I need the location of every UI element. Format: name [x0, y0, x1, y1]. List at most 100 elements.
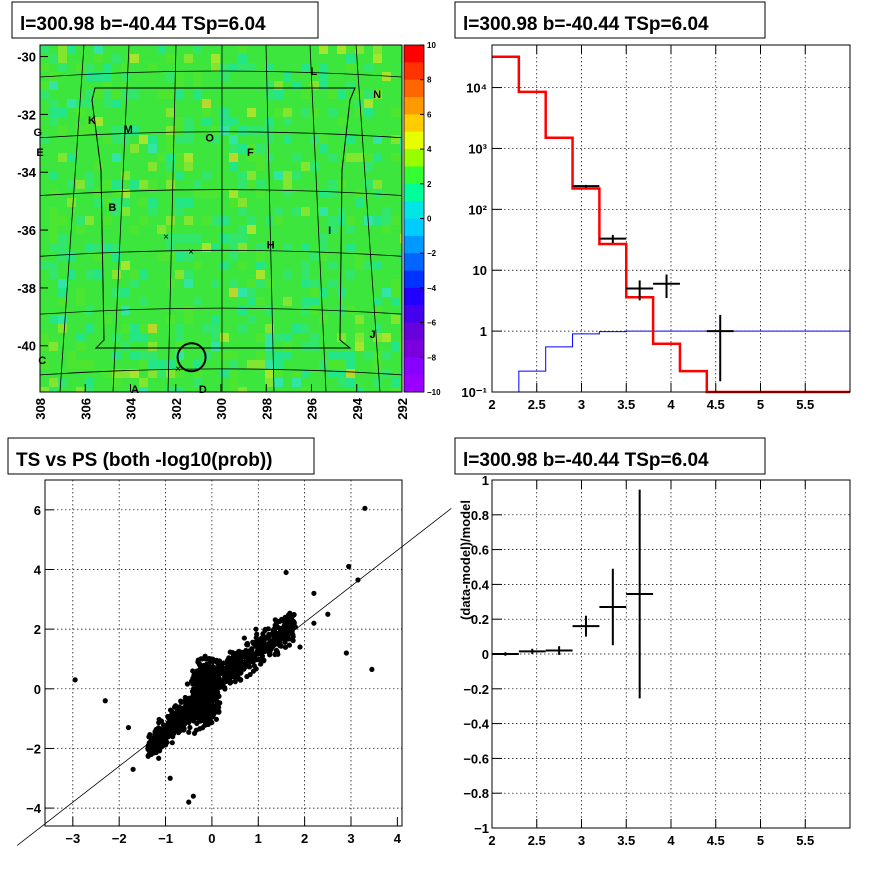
fit-line — [16, 508, 452, 846]
heatmap-cell — [166, 153, 175, 162]
heatmap-cell — [76, 99, 85, 108]
heatmap-cell — [400, 333, 402, 342]
scatter-point — [201, 672, 207, 678]
colorbar-band — [404, 45, 424, 63]
heatmap-cell — [211, 315, 220, 324]
x-tick-label: 4 — [667, 397, 675, 412]
x-tick-label: −3 — [65, 831, 80, 846]
heatmap-cell — [157, 252, 166, 261]
heatmap-cell — [94, 54, 103, 63]
heatmap-cell — [121, 288, 130, 297]
heatmap-cell — [175, 162, 184, 171]
heatmap-cell — [103, 135, 112, 144]
heatmap-cell — [319, 315, 328, 324]
heatmap-cell — [85, 216, 94, 225]
y-tick-label: −0.6 — [463, 751, 489, 766]
heatmap-cell — [193, 360, 202, 369]
heatmap-cell — [382, 225, 391, 234]
heatmap-cell — [175, 342, 184, 351]
scatter-point — [184, 681, 191, 687]
scatter-point — [156, 755, 162, 761]
heatmap-cell — [355, 108, 364, 117]
colorbar-band — [404, 235, 424, 254]
scatter-point — [262, 626, 268, 632]
y-tick-label: 10³ — [468, 141, 487, 156]
heatmap-cell — [193, 189, 202, 198]
scatter-point — [244, 642, 250, 648]
heatmap-cell — [265, 117, 274, 126]
heatmap-cell — [40, 387, 49, 392]
heatmap-cell — [400, 306, 402, 315]
x-tick-label: 5.5 — [796, 833, 814, 848]
heatmap-cell — [49, 216, 58, 225]
heatmap-cell — [76, 387, 85, 392]
heatmap-cell — [112, 288, 121, 297]
heatmap-cell — [319, 360, 328, 369]
heatmap-cell — [355, 315, 364, 324]
heatmap-cell — [103, 72, 112, 81]
heatmap-cell — [130, 324, 139, 333]
scatter-point — [362, 505, 368, 511]
heatmap-cell — [283, 135, 292, 144]
heatmap-cell — [121, 135, 130, 144]
heatmap-cell — [40, 360, 49, 369]
heatmap-cell — [328, 189, 337, 198]
graticule-parallel — [39, 307, 403, 315]
heatmap-cell — [283, 351, 292, 360]
heatmap-cell — [355, 198, 364, 207]
heatmap-cell — [148, 207, 157, 216]
heatmap-cell — [301, 90, 310, 99]
heatmap-cell — [202, 243, 211, 252]
y-tick-label: 2 — [34, 622, 41, 637]
heatmap-cell — [400, 63, 402, 72]
graticule-parallel — [39, 189, 403, 196]
heatmap-cell — [49, 378, 58, 387]
heatmap-cell — [139, 351, 148, 360]
heatmap-cell — [391, 153, 400, 162]
heatmap-cell — [220, 72, 229, 81]
heatmap-cell — [265, 351, 274, 360]
heatmap-cell — [247, 108, 256, 117]
heatmap-cell — [247, 171, 256, 180]
scatter-point — [287, 621, 294, 627]
heatmap-cell — [238, 306, 247, 315]
heatmap-cell — [103, 180, 112, 189]
y-tick-label: 0.4 — [471, 577, 490, 592]
map-label: M — [124, 124, 133, 136]
map-label: J — [370, 329, 376, 341]
heatmap-cell — [337, 117, 346, 126]
heatmap-cell — [265, 63, 274, 72]
x-tick-label: 2 — [488, 833, 495, 848]
scatter-point — [185, 716, 192, 722]
scatter-point — [173, 703, 179, 709]
heatmap-cell — [85, 90, 94, 99]
heatmap-cell — [184, 216, 193, 225]
heatmap-cell — [310, 252, 319, 261]
heatmap-cell — [202, 117, 211, 126]
heatmap-cell — [274, 360, 283, 369]
heatmap-cell — [382, 351, 391, 360]
panel2-title-box — [454, 1, 766, 39]
heatmap-cell — [238, 288, 247, 297]
heatmap-cell — [337, 351, 346, 360]
heatmap-cell — [256, 333, 265, 342]
heatmap-cell — [85, 360, 94, 369]
heatmap-cell — [94, 90, 103, 99]
heatmap-cell — [202, 324, 211, 333]
heatmap-cell — [94, 198, 103, 207]
scatter-point — [170, 731, 176, 737]
heatmap-cell — [220, 117, 229, 126]
scatter-point — [280, 629, 286, 635]
scatter-point — [215, 664, 221, 670]
heatmap-cell — [121, 81, 130, 90]
heatmap-cell — [49, 189, 58, 198]
heatmap-cell — [202, 216, 211, 225]
heatmap-cell — [175, 81, 184, 90]
scatter-point — [237, 677, 244, 683]
x-tick-label: 3 — [347, 831, 354, 846]
heatmap-cell — [319, 252, 328, 261]
heatmap-cell — [139, 324, 148, 333]
heatmap-cell — [301, 306, 310, 315]
heatmap-cell — [364, 153, 373, 162]
